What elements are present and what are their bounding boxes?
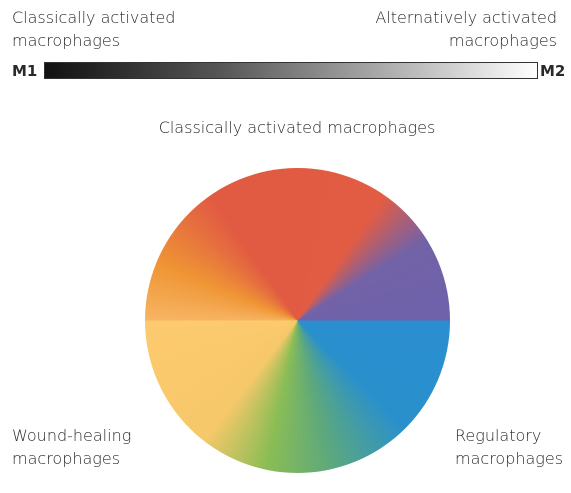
label-line: macrophages [12,31,121,50]
label-line: Wound-healing [12,426,132,445]
label-line: Classically activated [12,8,176,27]
m1-label: M1 [12,62,38,80]
label-line: macrophages [448,31,557,50]
label-line: Alternatively activated [375,8,557,27]
label-line: macrophages [455,449,564,468]
label-line: Regulatory [455,426,542,445]
m2-label: M2 [540,62,566,80]
spectrum-bar [44,62,538,79]
spectrum-left-label: Classically activated macrophages [12,6,175,52]
regulatory-label: Regulatory macrophages [455,424,563,470]
wound-healing-label: Wound-healing macrophages [12,424,131,470]
label-line: macrophages [12,449,121,468]
spectrum-right-label: Alternatively activated macrophages [375,6,557,52]
wheel-title: Classically activated macrophages [158,118,436,137]
color-wheel [145,168,450,473]
